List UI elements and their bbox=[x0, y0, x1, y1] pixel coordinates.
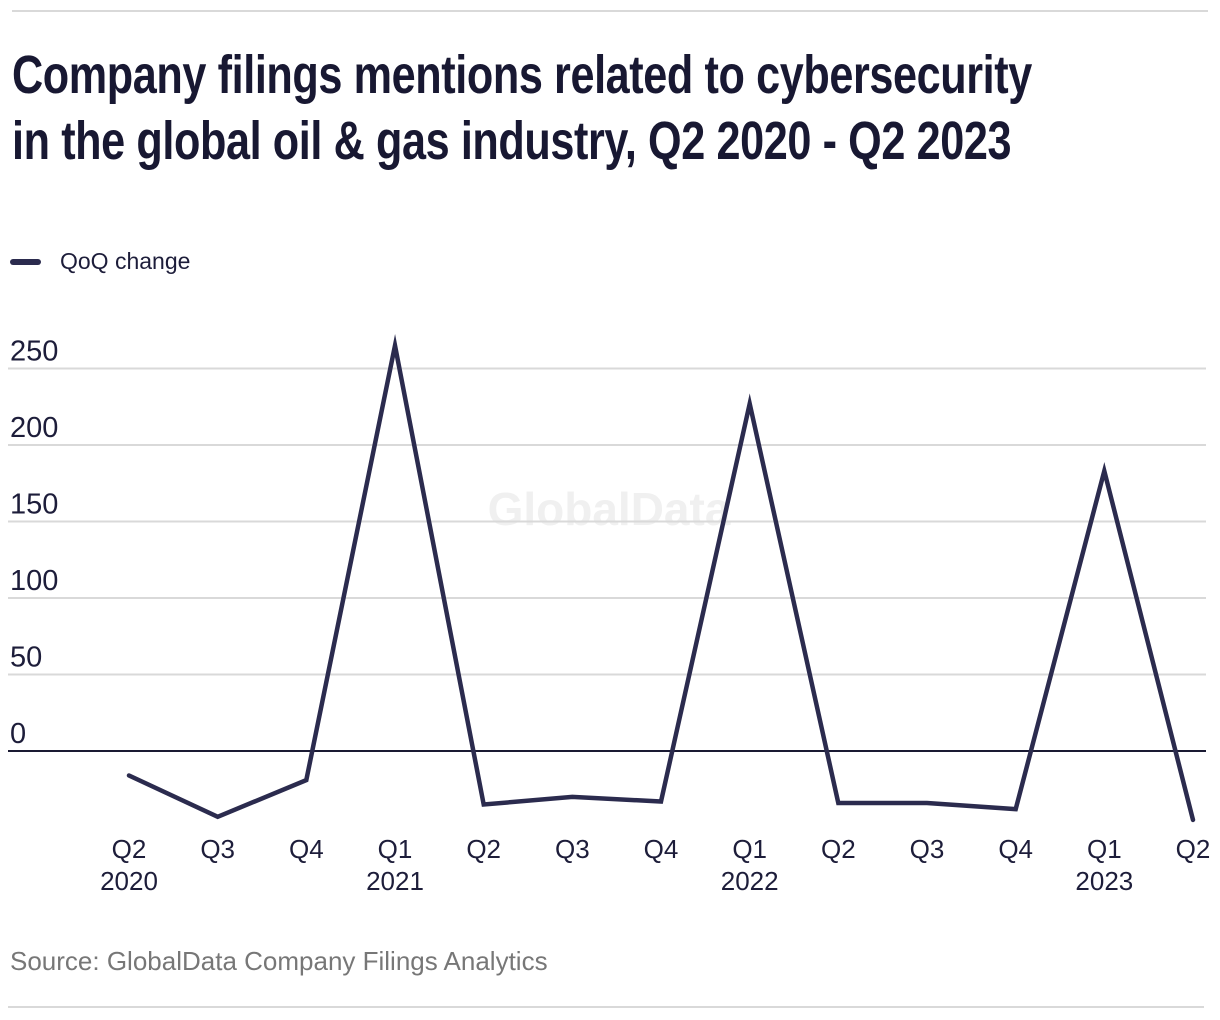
chart-title: Company filings mentions related to cybe… bbox=[12, 42, 1032, 174]
y-axis-tick-label: 200 bbox=[10, 412, 58, 444]
x-axis-tick-year: 2022 bbox=[721, 866, 779, 896]
x-axis-tick-quarter: Q1 bbox=[732, 834, 767, 864]
x-axis-tick-quarter: Q3 bbox=[555, 834, 590, 864]
y-axis-tick-label: 50 bbox=[10, 642, 42, 674]
x-axis-tick-quarter: Q4 bbox=[289, 834, 324, 864]
x-axis-tick-year: 2023 bbox=[1075, 866, 1133, 896]
x-axis-tick-year: 2021 bbox=[366, 866, 424, 896]
x-axis-tick-year: 2020 bbox=[100, 866, 158, 896]
x-axis-tick-quarter: Q3 bbox=[200, 834, 235, 864]
chart-title-line1: Company filings mentions related to cybe… bbox=[12, 45, 1032, 105]
x-axis-tick-quarter: Q3 bbox=[910, 834, 945, 864]
x-axis-tick-quarter: Q1 bbox=[378, 834, 413, 864]
x-axis-tick-quarter: Q1 bbox=[1087, 834, 1122, 864]
legend-label: QoQ change bbox=[60, 248, 191, 274]
watermark: GlobalData bbox=[488, 483, 731, 535]
source-attribution: Source: GlobalData Company Filings Analy… bbox=[10, 946, 548, 976]
x-axis-tick-quarter: Q2 bbox=[466, 834, 501, 864]
x-axis-tick-quarter: Q4 bbox=[998, 834, 1033, 864]
series-line-qoq-change bbox=[126, 334, 1196, 823]
y-axis-tick-label: 0 bbox=[10, 718, 26, 750]
bottom-divider bbox=[8, 1006, 1204, 1008]
y-axis-tick-label: 100 bbox=[10, 565, 58, 597]
x-axis-tick-quarter: Q2 bbox=[821, 834, 856, 864]
y-axis-tick-label: 250 bbox=[10, 336, 58, 368]
x-axis-tick-quarter: Q4 bbox=[644, 834, 679, 864]
x-axis-tick-quarter: Q2 bbox=[112, 834, 147, 864]
y-axis-tick-label: 150 bbox=[10, 489, 58, 521]
chart-title-line2: in the global oil & gas industry, Q2 202… bbox=[12, 111, 1012, 171]
top-divider bbox=[12, 10, 1208, 12]
legend-line-swatch bbox=[10, 258, 41, 265]
x-axis-tick-quarter: Q2 bbox=[1176, 834, 1211, 864]
legend: QoQ change bbox=[10, 248, 190, 275]
